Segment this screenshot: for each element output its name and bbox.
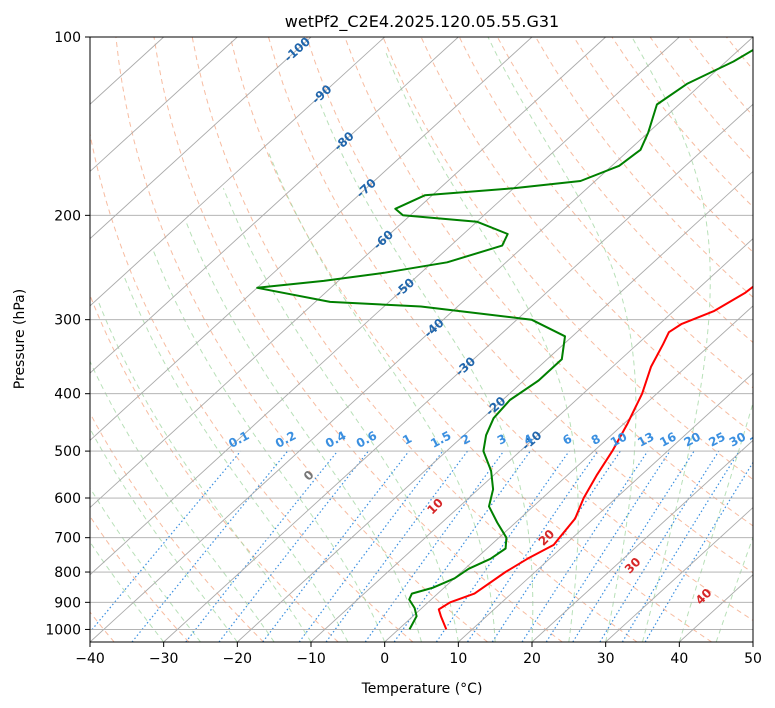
dry-adiabat [268, 37, 753, 622]
mixing-ratio-line [131, 450, 289, 642]
axes: −40 −30 −20 −10 0 10 20 30 40 50 100 200 300 400 500 60… [45, 30, 762, 667]
background-lines [90, 37, 753, 642]
moist-adiabat [98, 301, 312, 642]
mixing-ratio-label: 10 [608, 429, 629, 449]
moist-adiabat [90, 360, 275, 642]
dewpoint-profile [256, 48, 753, 630]
isotherm [384, 305, 753, 642]
x-axis-label: Temperature (°C) [361, 681, 483, 697]
dry-adiabat [115, 37, 488, 642]
isotherm [90, 37, 238, 173]
y-tick-label: 400 [54, 387, 81, 403]
mixing-ratio-label: 36 [748, 429, 769, 449]
moist-adiabat [185, 221, 422, 642]
isotherm [90, 37, 753, 642]
isotherm [90, 37, 533, 441]
dry-adiabat [90, 515, 190, 642]
chart-title: wetPf2_C2E4.2025.120.05.55.G31 [285, 12, 559, 32]
isotherm [90, 37, 312, 240]
isotherm [90, 37, 606, 509]
moist-adiabat [222, 188, 459, 642]
x-tick-label: −10 [296, 651, 326, 667]
moist-adiabat [124, 277, 349, 642]
dry-adiabat [153, 37, 563, 642]
moist-adiabat [90, 487, 201, 642]
mixing-ratio-line [325, 450, 468, 642]
y-tick-label: 300 [54, 313, 81, 329]
isotherm [531, 439, 753, 642]
isotherm [90, 37, 680, 576]
plot-frame [89, 36, 754, 643]
y-tick-label: 200 [54, 208, 81, 224]
dry-adiabat [90, 293, 339, 642]
mixing-ratio-line [435, 450, 570, 642]
moist-adiabat [90, 427, 238, 642]
x-tick-label: −30 [149, 651, 179, 667]
mixing-ratio-label: 16 [657, 429, 678, 449]
dry-adiabat [306, 37, 753, 574]
mixing-ratio-line [185, 450, 339, 642]
mixing-ratio-line [466, 450, 599, 642]
mixing-ratio-line [545, 450, 671, 642]
mixing-ratio-label: 25 [706, 429, 727, 449]
y-tick-label: 1000 [45, 622, 81, 638]
isotherm [90, 37, 385, 307]
mixing-ratio-line [491, 450, 621, 642]
x-tick-label: 20 [523, 651, 541, 667]
dry-adiabat [90, 412, 264, 642]
isotherm [237, 170, 753, 642]
mixing-ratio-line [521, 450, 649, 642]
dry-adiabat [458, 37, 753, 389]
x-tick-label: 10 [449, 651, 467, 667]
dry-adiabat [191, 37, 638, 642]
y-tick-label: 700 [54, 531, 81, 547]
isotherm [605, 506, 753, 642]
mixing-ratio-label: 13 [635, 429, 656, 449]
dry-adiabat [496, 37, 753, 344]
isotherm [90, 37, 459, 374]
x-tick-label: −20 [223, 651, 253, 667]
x-tick-label: 50 [744, 651, 762, 667]
y-tick-label: 100 [54, 30, 81, 46]
isotherm [458, 372, 753, 642]
moist-adiabat [384, 49, 579, 642]
isotherm [163, 103, 753, 642]
moist-adiabat [678, 401, 753, 642]
y-axis-label: Pressure (hPa) [12, 289, 28, 389]
y-tick-label: 500 [54, 444, 81, 460]
y-tick-label: 800 [54, 565, 81, 581]
mixing-ratio-line [572, 450, 695, 642]
mixing-ratio-line [90, 450, 242, 633]
profiles [256, 48, 753, 630]
moist-adiabat [90, 541, 165, 642]
x-tick-label: −40 [75, 651, 105, 667]
moist-adiabat [320, 104, 534, 642]
mixing-ratio-line [298, 450, 444, 642]
x-tick-label: 30 [597, 651, 615, 667]
mixing-ratio-label: 30 [727, 429, 748, 449]
mixing-ratio-line [262, 450, 410, 642]
temperature-profile [437, 285, 753, 630]
mixing-ratio-line [364, 450, 505, 642]
mixing-ratio-label: 20 [682, 429, 703, 449]
x-tick-label: 0 [380, 651, 389, 667]
x-tick-label: 40 [670, 651, 688, 667]
moist-adiabat [153, 251, 386, 642]
moist-adiabat [487, 37, 637, 642]
isotherm [310, 238, 753, 642]
y-tick-label: 900 [54, 595, 81, 611]
y-tick-label: 600 [54, 491, 81, 507]
mixing-ratio-line [621, 450, 740, 642]
